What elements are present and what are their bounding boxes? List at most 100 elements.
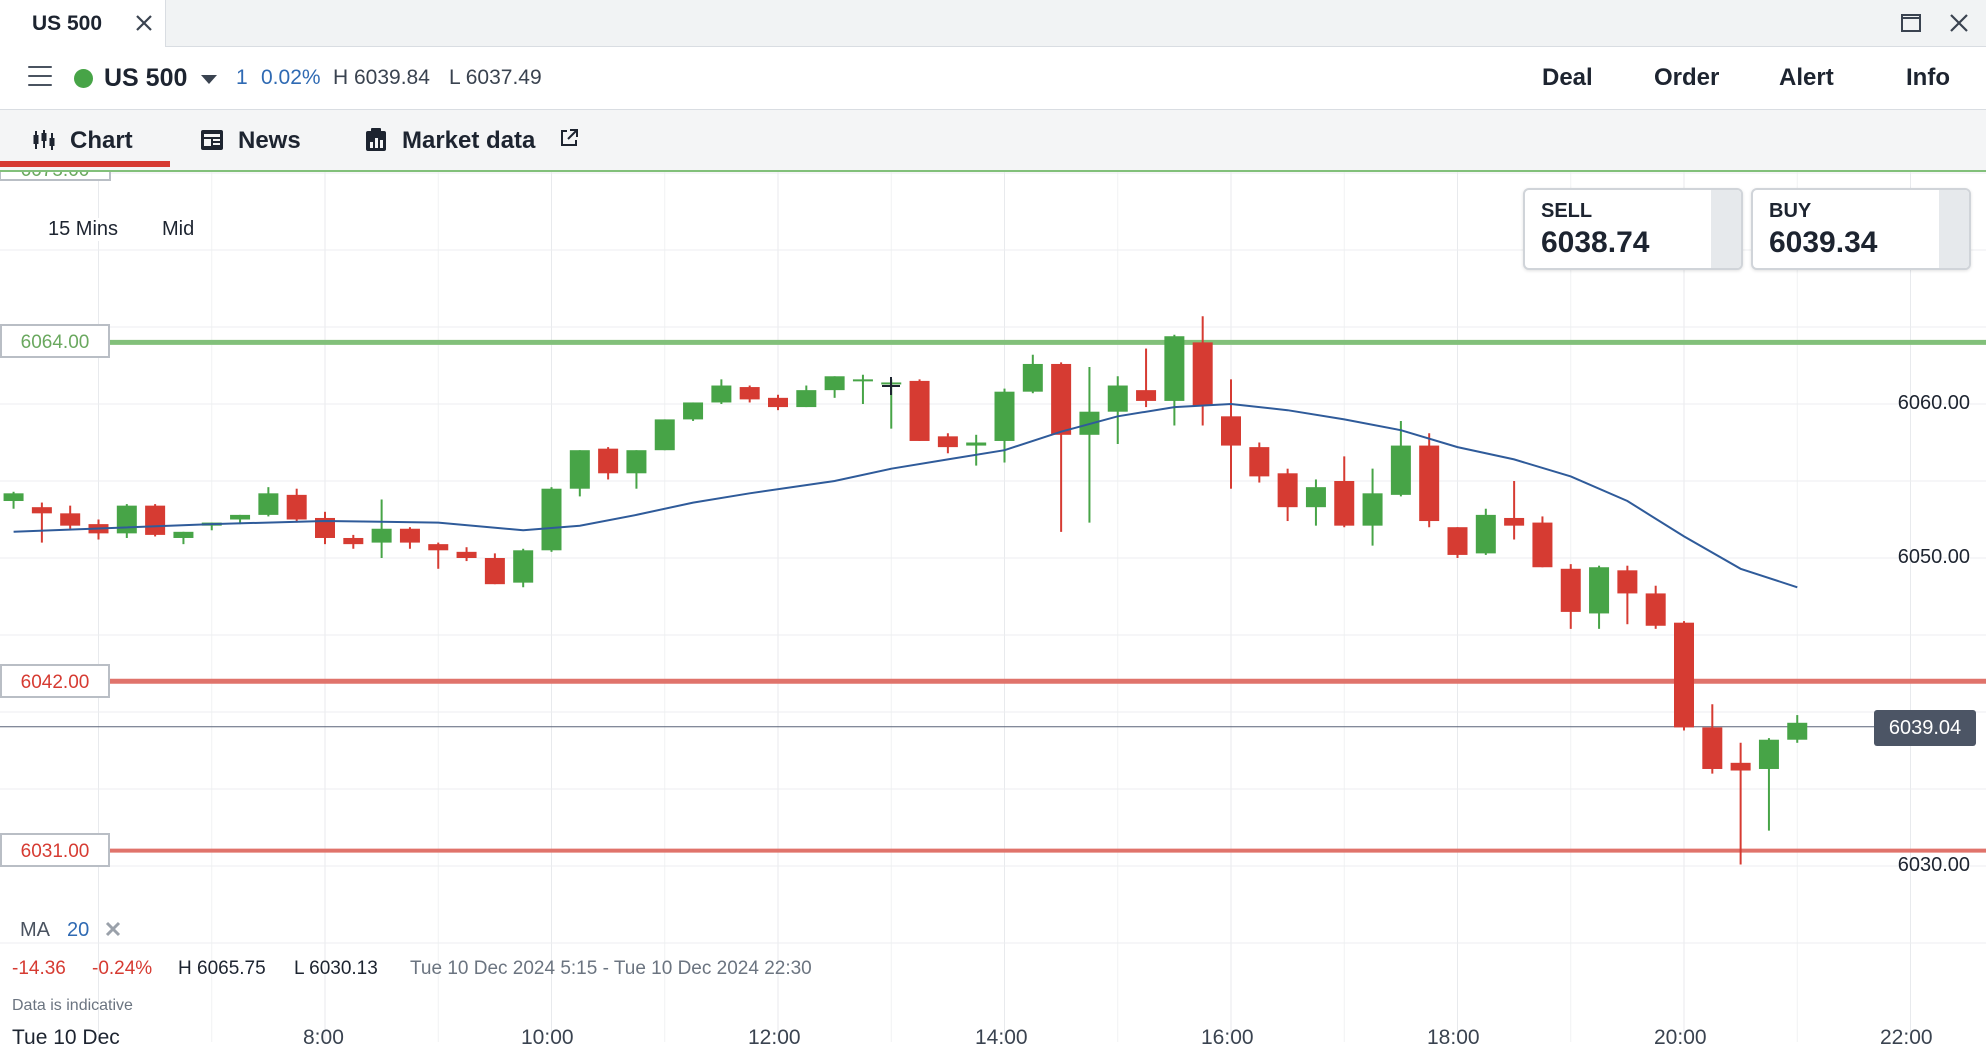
candle-body — [1532, 522, 1553, 568]
current-price-tag: 6039.04 — [1874, 710, 1976, 746]
candle-body — [173, 531, 194, 538]
candle-body — [994, 391, 1015, 441]
info-button[interactable]: Info — [1906, 64, 1950, 91]
candle-body — [343, 537, 364, 545]
market-data-icon — [366, 128, 386, 151]
candle-body — [1617, 570, 1638, 594]
buy-button[interactable]: BUY 6039.34 — [1751, 188, 1971, 270]
level-label-6042[interactable]: 6042.00 — [0, 664, 110, 698]
window-tab-bar: US 500 — [0, 0, 1986, 47]
buy-button-strip — [1939, 190, 1969, 268]
candle-body — [1334, 481, 1355, 526]
maximize-icon[interactable] — [1898, 10, 1924, 36]
x-axis-label: 8:00 — [303, 1026, 344, 1049]
candle-body — [1504, 517, 1525, 526]
x-axis-label: 16:00 — [1201, 1026, 1254, 1049]
y-axis-label: 6030.00 — [1897, 854, 1970, 876]
data-indicative-note: Data is indicative — [12, 997, 133, 1014]
ma-indicator-label[interactable]: MA — [20, 919, 50, 941]
level-label-6031[interactable]: 6031.00 — [0, 833, 110, 867]
candlestick-chart-icon — [33, 130, 55, 150]
candle-body — [1390, 445, 1411, 495]
candle-body — [1277, 473, 1298, 508]
candle-body — [598, 448, 619, 474]
close-window-icon[interactable] — [1946, 10, 1972, 36]
candle-body — [569, 450, 590, 489]
candle-body — [824, 376, 845, 391]
candle-body — [1362, 493, 1383, 526]
level-label-6075 — [0, 172, 111, 181]
x-axis-label: 20:00 — [1654, 1026, 1707, 1049]
period-high: H 6065.75 — [178, 958, 266, 979]
level-label-6075-text: 6075.00 — [21, 172, 90, 181]
change-percent: 0.02% — [261, 66, 321, 89]
candle-body — [1645, 593, 1666, 626]
candle-body — [145, 505, 166, 535]
x-axis-label: 10:00 — [521, 1026, 574, 1049]
candle-body — [1136, 390, 1157, 401]
chevron-down-icon[interactable] — [201, 75, 217, 84]
period-change-percent: -0.24% — [92, 958, 153, 979]
instrument-tab[interactable]: US 500 — [0, 0, 166, 47]
period-change: -14.36 — [12, 958, 66, 979]
candle-body — [1107, 385, 1128, 412]
candle-body — [1589, 567, 1610, 614]
period-low: L 6030.13 — [294, 958, 378, 979]
candle-body — [315, 517, 335, 538]
ma-period[interactable]: 20 — [67, 919, 90, 941]
tab-title: US 500 — [32, 12, 103, 35]
price-type-selector[interactable]: Mid — [152, 218, 205, 241]
candle-body — [966, 442, 987, 446]
x-axis-label: 18:00 — [1427, 1026, 1480, 1049]
y-axis-label: 6060.00 — [1897, 392, 1970, 414]
candle-body — [1164, 336, 1185, 401]
tab-market-data-label: Market data — [402, 127, 536, 154]
remove-indicator-icon[interactable] — [103, 919, 123, 939]
change-points: 1 — [236, 66, 248, 89]
x-axis-label: 22:00 — [1880, 1026, 1933, 1049]
active-tab-indicator — [0, 161, 170, 167]
candle-body — [768, 397, 788, 408]
candle-body — [909, 380, 930, 441]
candle-body — [3, 493, 24, 502]
price-chart[interactable]: 6075.00 — [0, 172, 1986, 1052]
x-axis-label: 12:00 — [748, 1026, 801, 1049]
instrument-name[interactable]: US 500 — [104, 64, 188, 92]
candle-body — [1192, 342, 1213, 406]
session-low: L 6037.49 — [449, 66, 542, 89]
candle-body — [428, 544, 449, 551]
moving-average-line — [13, 402, 1798, 589]
candle-body — [1787, 722, 1808, 740]
newspaper-icon — [201, 130, 223, 150]
close-tab-icon[interactable] — [132, 11, 156, 35]
sell-label: SELL — [1541, 200, 1593, 222]
candle-body — [513, 550, 534, 583]
session-high: H 6039.84 — [333, 66, 430, 89]
sell-button-strip — [1711, 190, 1741, 268]
buy-label: BUY — [1769, 200, 1812, 222]
tab-chart-label: Chart — [70, 127, 133, 154]
candle-body — [626, 450, 647, 474]
candle-body — [371, 528, 392, 543]
hamburger-menu-icon[interactable] — [28, 66, 52, 88]
sell-button[interactable]: SELL 6038.74 — [1523, 188, 1743, 270]
candle-body — [484, 558, 505, 585]
x-axis-date-label: Tue 10 Dec — [12, 1026, 120, 1049]
candle-body — [1758, 739, 1779, 769]
candle-body — [258, 493, 279, 515]
alert-button[interactable]: Alert — [1779, 64, 1834, 91]
crosshair-cursor-icon — [882, 377, 900, 395]
order-button[interactable]: Order — [1654, 64, 1720, 91]
candle-body — [739, 387, 760, 400]
candle-body — [654, 419, 675, 451]
candle-body — [230, 514, 251, 520]
tab-news-label: News — [238, 127, 301, 154]
deal-button[interactable]: Deal — [1542, 64, 1593, 91]
interval-selector[interactable]: 15 Mins — [38, 218, 129, 241]
level-label-6064[interactable]: 6064.00 — [0, 324, 110, 358]
candle-body — [1419, 445, 1440, 522]
candle-body — [541, 488, 562, 551]
candle-body — [1221, 416, 1241, 446]
candle-body — [1560, 568, 1581, 612]
y-axis-label: 6050.00 — [1897, 546, 1970, 568]
